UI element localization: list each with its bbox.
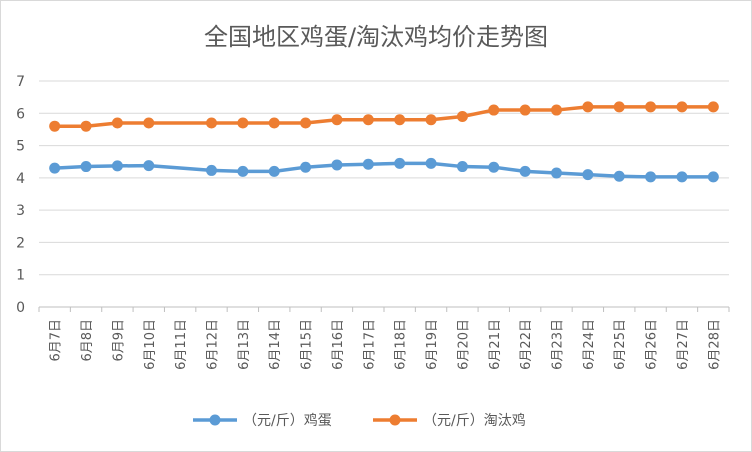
data-point bbox=[488, 104, 500, 116]
data-point bbox=[645, 171, 657, 183]
data-point bbox=[111, 160, 123, 172]
data-point bbox=[143, 117, 155, 129]
x-tick-label: 6月14日 bbox=[268, 319, 283, 370]
x-tick-label: 6月8日 bbox=[80, 319, 95, 362]
legend-swatch-marker bbox=[389, 414, 401, 426]
x-tick-label: 6月19日 bbox=[425, 319, 440, 370]
data-point bbox=[268, 117, 280, 129]
data-point bbox=[300, 117, 312, 129]
y-tick-label: 7 bbox=[16, 74, 25, 90]
data-point bbox=[331, 159, 343, 171]
x-tick-label: 6月23日 bbox=[551, 319, 566, 370]
x-tick-label: 6月11日 bbox=[174, 319, 189, 370]
data-point bbox=[49, 162, 61, 174]
chart-title: 全国地区鸡蛋/淘汰鸡均价走势图 bbox=[204, 23, 548, 51]
legend: （元/斤）鸡蛋 （元/斤）淘汰鸡 bbox=[193, 412, 526, 429]
y-tick-label: 5 bbox=[16, 139, 25, 155]
data-point bbox=[425, 114, 437, 126]
data-point bbox=[676, 171, 688, 183]
data-point bbox=[268, 165, 280, 177]
data-point bbox=[707, 101, 719, 113]
data-point bbox=[425, 157, 437, 169]
y-tick-label: 1 bbox=[16, 268, 25, 284]
data-point bbox=[111, 117, 123, 129]
data-point bbox=[645, 101, 657, 113]
x-tick-label: 6月16日 bbox=[331, 319, 346, 370]
y-tick-label: 2 bbox=[16, 235, 25, 251]
data-point bbox=[362, 114, 374, 126]
legend-label: （元/斤）鸡蛋 bbox=[243, 412, 332, 429]
data-point bbox=[206, 164, 217, 176]
x-tick-label: 6月15日 bbox=[300, 319, 315, 370]
y-axis-ticks: 0 1 2 3 4 5 6 7 bbox=[16, 74, 25, 316]
data-point bbox=[394, 114, 406, 126]
x-tick-label: 6月9日 bbox=[111, 319, 126, 362]
x-tick-label: 6月28日 bbox=[707, 319, 722, 370]
data-point bbox=[237, 117, 249, 129]
x-axis-ticks: 6月7日 6月8日 6月9日 6月10日 6月11日 6月12日 6月13日 6月14日 6月1… bbox=[49, 319, 723, 370]
data-point bbox=[519, 165, 531, 177]
series-lines bbox=[49, 101, 719, 183]
data-point bbox=[551, 104, 562, 116]
data-point bbox=[80, 120, 92, 132]
data-point bbox=[300, 161, 312, 173]
data-point bbox=[582, 169, 594, 181]
x-tick-label: 6月7日 bbox=[49, 319, 64, 362]
x-tick-label: 6月12日 bbox=[206, 319, 221, 370]
legend-label: （元/斤）淘汰鸡 bbox=[423, 412, 526, 429]
x-tick-label: 6月20日 bbox=[456, 319, 471, 370]
data-point bbox=[707, 171, 719, 183]
legend-swatch-marker bbox=[209, 414, 221, 426]
x-tick-label: 6月22日 bbox=[519, 319, 534, 370]
data-point bbox=[49, 120, 61, 132]
x-tick-label: 6月26日 bbox=[645, 319, 660, 370]
x-tick-label: 6月13日 bbox=[237, 319, 252, 370]
data-point bbox=[143, 160, 155, 172]
data-point bbox=[519, 104, 531, 116]
data-point bbox=[331, 114, 343, 126]
x-tick-label: 6月27日 bbox=[676, 319, 691, 370]
data-point bbox=[676, 101, 688, 113]
data-point bbox=[551, 167, 562, 179]
y-tick-label: 0 bbox=[16, 300, 25, 316]
x-tick-label: 6月25日 bbox=[613, 319, 628, 370]
data-point bbox=[613, 170, 625, 182]
gridlines bbox=[38, 80, 730, 312]
x-tick-label: 6月18日 bbox=[394, 319, 409, 370]
data-point bbox=[80, 161, 92, 173]
data-point bbox=[206, 117, 217, 129]
data-point bbox=[394, 157, 406, 169]
data-point bbox=[613, 101, 625, 113]
data-point bbox=[237, 165, 249, 177]
y-tick-label: 3 bbox=[16, 203, 25, 219]
data-point bbox=[582, 101, 594, 113]
x-tick-label: 6月21日 bbox=[488, 319, 503, 370]
x-tick-label: 6月17日 bbox=[362, 319, 377, 370]
data-point bbox=[488, 161, 500, 173]
y-tick-label: 6 bbox=[16, 106, 25, 122]
data-point bbox=[362, 158, 374, 170]
x-tick-label: 6月24日 bbox=[582, 319, 597, 370]
x-tick-label: 6月10日 bbox=[143, 319, 158, 370]
y-tick-label: 4 bbox=[16, 171, 25, 187]
data-point bbox=[456, 161, 468, 173]
data-point bbox=[456, 111, 468, 123]
